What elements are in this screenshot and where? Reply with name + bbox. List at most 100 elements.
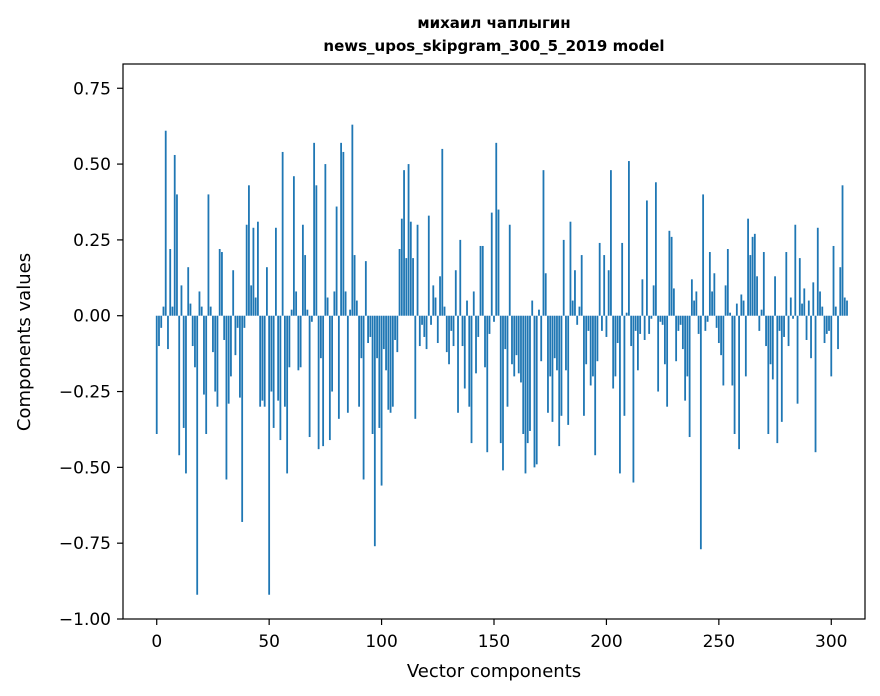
bar-80	[335, 206, 338, 316]
bar-232	[677, 315, 680, 331]
bar-234	[681, 315, 684, 350]
bar-289	[805, 315, 808, 340]
bar-59	[288, 315, 291, 368]
bar-141	[472, 291, 475, 316]
bar-125	[436, 315, 439, 344]
bar-127	[441, 148, 444, 316]
bar-15	[189, 303, 192, 316]
bar-3	[162, 306, 165, 316]
bar-190	[583, 315, 585, 416]
bar-33	[230, 315, 232, 377]
bar-48	[263, 315, 266, 407]
bar-77	[328, 315, 331, 441]
bar-208	[623, 315, 626, 416]
bar-35	[234, 315, 237, 356]
bar-94	[367, 315, 369, 344]
bar-299	[828, 315, 830, 331]
bar-209	[625, 312, 628, 316]
bar-184	[569, 221, 572, 316]
bar-108	[398, 249, 401, 316]
bar-86	[349, 309, 351, 316]
bar-271	[765, 315, 767, 347]
bar-91	[360, 315, 363, 359]
bar-90	[358, 315, 360, 407]
bar-239	[693, 300, 696, 316]
bar-164	[524, 315, 527, 474]
bar-206	[619, 315, 621, 474]
bar-92	[362, 315, 365, 480]
bar-111	[405, 258, 408, 316]
bar-169	[535, 315, 538, 465]
bar-24	[209, 306, 212, 316]
bar-37	[239, 315, 241, 398]
bar-295	[819, 291, 821, 316]
bar-297	[823, 315, 826, 344]
bar-96	[371, 315, 374, 434]
bar-256	[731, 315, 734, 386]
bar-270	[762, 252, 765, 316]
bar-254	[726, 249, 729, 316]
bar-58	[286, 315, 289, 474]
bar-154	[502, 315, 504, 471]
bar-266	[753, 233, 756, 316]
bar-230	[672, 288, 675, 316]
bar-89	[355, 300, 358, 316]
bar-74	[322, 315, 325, 447]
bar-185	[571, 300, 574, 316]
bar-107	[396, 315, 399, 353]
bar-22	[205, 315, 208, 434]
bar-99	[378, 315, 381, 428]
bar-151	[495, 142, 498, 316]
bar-76	[326, 297, 329, 316]
bar-70	[313, 142, 316, 316]
x-tick-label: 150	[478, 632, 510, 652]
bar-216	[641, 279, 644, 316]
bar-277	[778, 315, 781, 331]
bar-31	[225, 315, 228, 480]
bar-262	[744, 315, 747, 377]
bar-199	[603, 255, 606, 316]
bar-218	[646, 200, 648, 316]
bar-203	[612, 315, 615, 389]
bar-284	[794, 224, 797, 316]
bars-group	[155, 124, 848, 595]
bar-18	[196, 315, 199, 595]
bar-220	[650, 315, 653, 319]
bar-10	[178, 315, 181, 456]
bar-83	[342, 151, 345, 316]
bar-84	[344, 291, 347, 316]
bar-0	[155, 315, 158, 434]
bar-73	[319, 315, 322, 359]
bar-149	[490, 212, 493, 316]
bar-276	[776, 315, 779, 444]
bar-249	[715, 315, 718, 328]
bar-182	[565, 315, 567, 371]
bar-47	[261, 315, 264, 401]
bar-224	[659, 315, 662, 322]
bar-139	[468, 315, 471, 407]
bar-104	[389, 315, 392, 413]
bar-56	[281, 151, 284, 316]
x-axis-ticks: 0 50 100 150 200 250 300	[151, 619, 847, 652]
bar-213	[634, 315, 637, 331]
bar-250	[717, 315, 720, 344]
bar-186	[574, 270, 576, 316]
bar-140	[470, 315, 473, 444]
bar-188	[578, 306, 581, 316]
bar-258	[735, 303, 738, 316]
bar-290	[807, 300, 810, 316]
bar-134	[457, 315, 459, 413]
bar-168	[533, 315, 536, 468]
bar-2	[160, 315, 163, 328]
bar-110	[403, 170, 405, 316]
bar-116	[416, 224, 419, 316]
bar-160	[515, 315, 518, 356]
y-tick-label: −0.25	[59, 383, 111, 403]
bar-136	[461, 315, 464, 347]
bar-231	[675, 315, 678, 362]
bar-221	[652, 285, 655, 316]
bar-100	[380, 315, 383, 486]
bar-32	[227, 315, 230, 404]
bar-252	[722, 315, 725, 386]
bar-45	[257, 221, 259, 316]
